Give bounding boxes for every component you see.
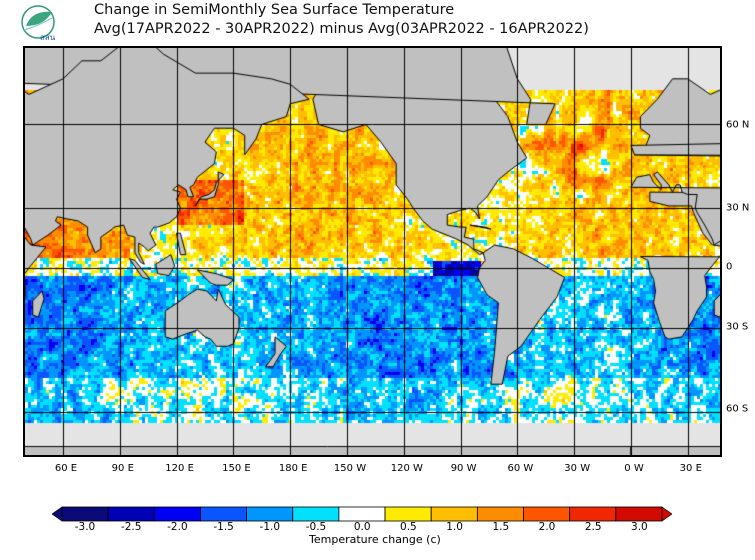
colorbar-tick: 2.5 <box>584 521 602 533</box>
colorbar-swatch <box>384 506 432 522</box>
chart-title: Change in SemiMonthly Sea Surface Temper… <box>94 2 455 18</box>
colorbar-arrow-low <box>52 506 63 522</box>
colorbar-swatch <box>476 506 524 522</box>
lon-label: 120 W <box>390 463 423 474</box>
lon-label: 60 E <box>54 463 78 474</box>
lat-label: 60 S <box>726 403 749 415</box>
colorbar-swatch <box>153 506 201 522</box>
lat-label: 30 S <box>726 321 749 333</box>
colorbar-tick: -2.0 <box>167 521 188 533</box>
colorbar-swatch <box>523 506 571 522</box>
colorbar-swatch <box>430 506 478 522</box>
colorbar-tick: 0.5 <box>400 521 417 533</box>
colorbar-tick: -1.0 <box>259 521 281 533</box>
colorbar-label: Temperature change (c) <box>309 533 441 546</box>
colorbar-tick: 2.0 <box>538 521 556 533</box>
lon-label: 30 W <box>564 463 591 474</box>
colorbar-tick: -3.0 <box>74 521 96 533</box>
lon-label: 150 W <box>333 463 367 474</box>
svg-text:สสน: สสน <box>40 33 56 42</box>
colorbar-tick: 1.0 <box>446 521 463 533</box>
sst-map <box>23 46 722 457</box>
colorbar-swatch <box>615 506 663 522</box>
lon-label: 180 E <box>278 463 308 474</box>
agency-logo: สสน <box>21 5 56 42</box>
lon-label: 150 E <box>222 463 251 474</box>
colorbar-swatch <box>338 506 386 522</box>
colorbar-tick: 1.5 <box>492 521 510 533</box>
lon-label: 90 W <box>450 463 477 474</box>
colorbar-tick: 3.0 <box>631 521 648 533</box>
colorbar-swatch <box>61 506 109 522</box>
lon-label: 30 E <box>679 463 702 474</box>
colorbar-swatch <box>569 506 617 522</box>
lon-label: 120 E <box>165 463 194 474</box>
colorbar-swatch <box>246 506 294 522</box>
sst-map-canvas <box>25 48 720 455</box>
chart-subtitle: Avg(17APR2022 - 30APR2022) minus Avg(03A… <box>94 21 589 37</box>
colorbar-arrow-high <box>661 506 672 522</box>
colorbar-swatch <box>292 506 340 522</box>
colorbar-tick: -2.5 <box>120 521 142 533</box>
lon-label: 0 W <box>624 463 644 474</box>
colorbar-tick: 0.0 <box>353 521 371 533</box>
colorbar-swatch <box>200 506 247 522</box>
lat-label: 30 N <box>726 202 750 214</box>
lon-label: 60 W <box>507 463 534 474</box>
colorbar <box>52 506 672 522</box>
lat-label: 0 <box>726 261 733 273</box>
colorbar-swatch <box>107 506 155 522</box>
colorbar-tick: -0.5 <box>305 521 327 533</box>
lon-label: 90 E <box>111 463 134 474</box>
colorbar-tick: -1.5 <box>213 521 234 533</box>
lat-label: 60 N <box>726 119 750 131</box>
